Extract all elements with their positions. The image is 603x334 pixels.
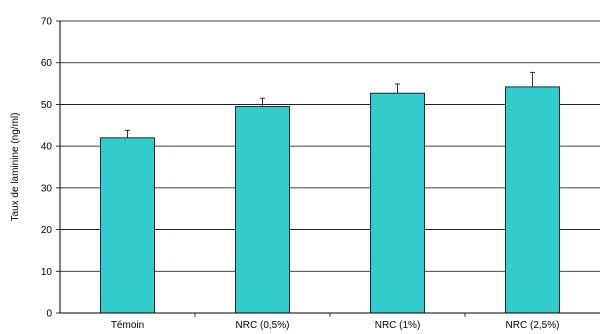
x-category-labels: Témoin NRC (0,5%) NRC (1%) NRC (2,5%) <box>111 313 560 331</box>
y-tick-labels: 0 10 20 30 40 50 60 70 <box>41 17 53 320</box>
y-tick-label: 50 <box>41 100 53 111</box>
x-category-label: Témoin <box>111 320 144 331</box>
bar <box>370 92 425 314</box>
y-tick-label: 20 <box>41 225 53 236</box>
y-tick-label: 70 <box>41 17 53 28</box>
x-category-label: NRC (0,5%) <box>236 320 290 331</box>
y-tick-label: 30 <box>41 183 53 194</box>
bar <box>235 106 290 314</box>
y-tick-label: 40 <box>41 142 53 153</box>
bars <box>100 86 560 314</box>
y-tick-label: 60 <box>41 58 53 69</box>
bar <box>505 86 560 314</box>
x-category-label: NRC (1%) <box>375 320 421 331</box>
bar <box>100 137 155 314</box>
x-category-label: NRC (2,5%) <box>506 320 560 331</box>
y-tick-label: 10 <box>41 267 53 278</box>
y-tick-label: 0 <box>46 309 52 320</box>
error-bars <box>125 71 535 138</box>
y-axis-title: Taux de laminine (ng/ml) <box>10 113 21 222</box>
